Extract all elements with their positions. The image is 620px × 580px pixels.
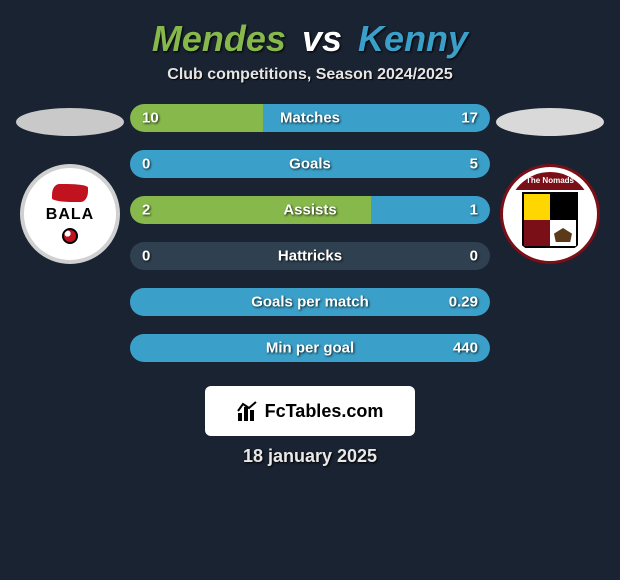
stat-bar: 440Min per goal <box>130 334 490 362</box>
stat-bar: 0.29Goals per match <box>130 288 490 316</box>
date-text: 18 january 2025 <box>0 446 620 467</box>
stat-label: Hattricks <box>130 248 490 265</box>
stat-bar: 1017Matches <box>130 104 490 132</box>
brand-logo: FcTables.com <box>205 386 415 436</box>
chart-icon <box>237 401 259 421</box>
comparison-card: Mendes vs Kenny Club competitions, Seaso… <box>0 0 620 467</box>
title-vs: vs <box>302 18 342 59</box>
stat-label: Assists <box>130 202 490 219</box>
stat-label: Goals per match <box>130 294 490 311</box>
stat-bar: 00Hattricks <box>130 242 490 270</box>
player2-photo-placeholder <box>496 108 604 136</box>
dragon-icon <box>52 184 88 202</box>
left-column: BALA <box>10 102 130 264</box>
ship-icon <box>554 228 572 242</box>
stat-label: Matches <box>130 110 490 127</box>
main-row: BALA 1017Matches 05Goals 21Assists 00Hattri… <box>0 102 620 364</box>
stat-label: Goals <box>130 156 490 173</box>
player1-name: Mendes <box>152 18 286 59</box>
stat-bar: 05Goals <box>130 150 490 178</box>
player2-name: Kenny <box>358 18 468 59</box>
club-badge-right-text: The Nomads <box>508 172 592 190</box>
brand-text: FcTables.com <box>265 401 384 422</box>
stats-column: 1017Matches 05Goals 21Assists 00Hattricks 0.… <box>130 102 490 364</box>
club-badge-left: BALA <box>20 164 120 264</box>
football-icon <box>62 228 78 244</box>
subtitle: Club competitions, Season 2024/2025 <box>0 66 620 84</box>
right-column: The Nomads <box>490 102 610 264</box>
club-badge-right: The Nomads <box>500 164 600 264</box>
club-badge-left-inner: BALA <box>46 184 94 244</box>
club-badge-right-inner: The Nomads <box>508 172 592 256</box>
player1-photo-placeholder <box>16 108 124 136</box>
page-title: Mendes vs Kenny <box>0 18 620 60</box>
stat-label: Min per goal <box>130 340 490 357</box>
club-badge-left-text: BALA <box>46 206 94 224</box>
stat-bar: 21Assists <box>130 196 490 224</box>
shield-icon <box>522 192 578 248</box>
